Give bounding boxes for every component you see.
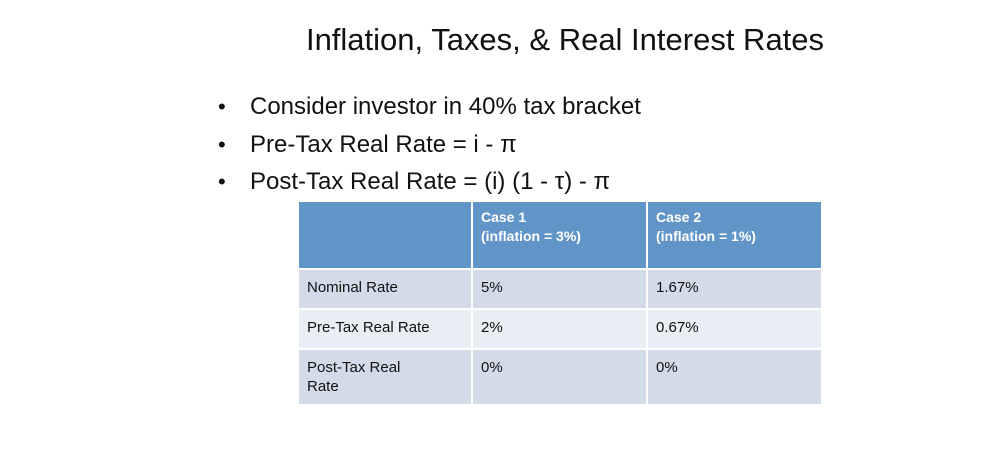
bullet: • Pre-Tax Real Rate = i - π [218,128,641,166]
cell: 5% [471,268,648,310]
row: Pre-Tax Real Rate 2% 0.67% [297,308,823,350]
cell: 0% [471,348,648,406]
header-line: (inflation = 3%) [481,228,581,244]
bullet: • Post-Tax Real Rate = (i) (1 - τ) - π [218,165,641,203]
bullet: • Consider investor in 40% tax bracket [218,90,641,128]
cell: 0% [646,348,823,406]
row: Nominal Rate 5% 1.67% [297,268,823,310]
header-row: Case 1 (inflation = 3%) Case 2 (inflation … [297,200,823,270]
bullet-text: Post-Tax Real Rate = (i) (1 - τ) - π [250,168,611,195]
cell: Pre-Tax Real Rate [297,308,473,350]
bullet-text: Consider investor in 40% tax bracket [250,93,641,120]
cell: 0.67% [646,308,823,350]
header-cell [297,200,473,270]
bullet-list: • Consider investor in 40% tax bracket • P… [218,90,641,203]
header-line: Case 1 [481,209,527,225]
header-line: (inflation = 1%) [656,228,756,244]
cell: 1.67% [646,268,823,310]
header-cell: Case 1 (inflation = 3%) [471,200,648,270]
cell: Post-Tax Real Rate [297,348,473,406]
bullet-text: Pre-Tax Real Rate = i - π [250,130,517,158]
header-line: Case 2 [656,209,702,225]
cell: 2% [471,308,648,350]
rates-table: Case 1 (inflation = 3%) Case 2 (inflation … [297,200,823,406]
row: Post-Tax Real Rate 0% 0% [297,348,823,406]
header-cell: Case 2 (inflation = 1%) [646,200,823,270]
slide-title: Inflation, Taxes, & Real Interest Rates [305,22,825,57]
cell: Nominal Rate [297,268,473,310]
